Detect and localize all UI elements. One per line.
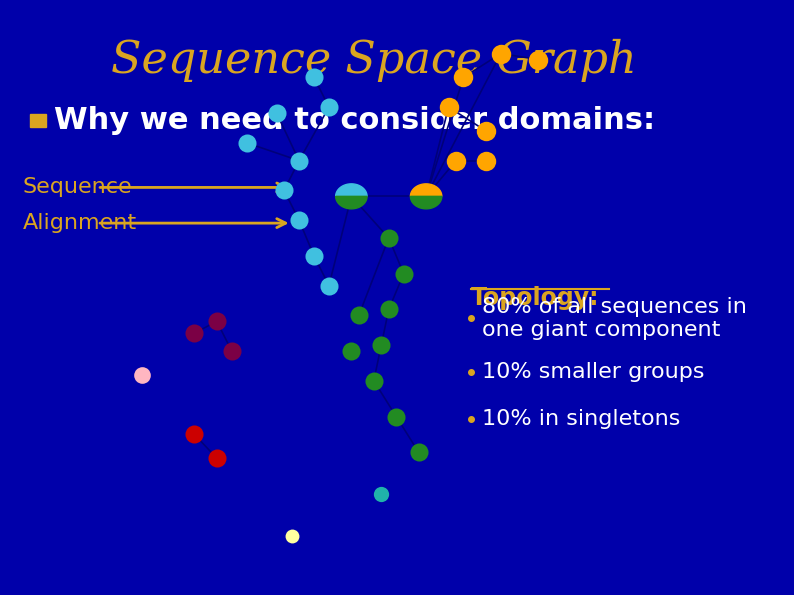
Text: Alignment: Alignment	[22, 213, 137, 233]
Text: 10% smaller groups: 10% smaller groups	[482, 362, 705, 382]
Text: Sequence Space Graph: Sequence Space Graph	[111, 39, 637, 82]
Text: Topology:: Topology:	[471, 286, 599, 309]
Text: 80% of all sequences in
one giant component: 80% of all sequences in one giant compon…	[482, 297, 747, 340]
Text: Sequence: Sequence	[22, 177, 132, 198]
Text: 10% in singletons: 10% in singletons	[482, 409, 680, 430]
Polygon shape	[336, 196, 367, 209]
Polygon shape	[336, 184, 367, 196]
FancyBboxPatch shape	[30, 114, 46, 127]
Text: Why we need to consider domains:: Why we need to consider domains:	[54, 106, 655, 134]
Polygon shape	[410, 184, 441, 196]
Polygon shape	[410, 196, 441, 209]
